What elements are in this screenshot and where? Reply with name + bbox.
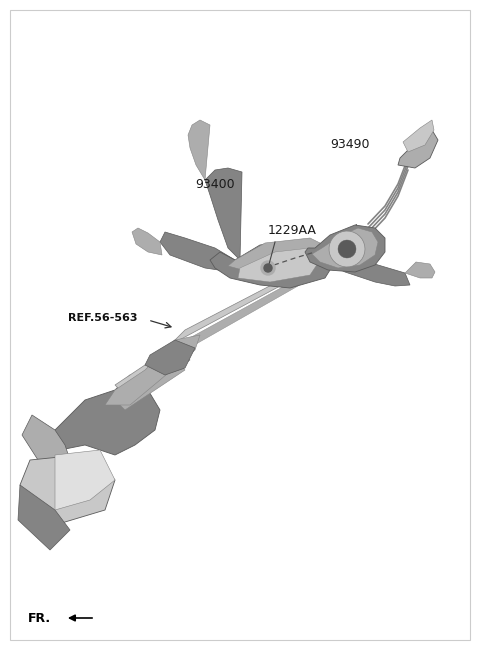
Polygon shape (175, 272, 310, 356)
Text: FR.: FR. (28, 611, 51, 625)
Polygon shape (160, 232, 235, 272)
Polygon shape (305, 225, 385, 272)
Polygon shape (55, 450, 115, 510)
Polygon shape (403, 120, 434, 152)
Polygon shape (188, 120, 210, 180)
Text: 93490: 93490 (330, 138, 370, 152)
Polygon shape (20, 455, 115, 525)
Polygon shape (145, 340, 195, 375)
Polygon shape (312, 228, 378, 268)
Polygon shape (132, 228, 162, 255)
Polygon shape (105, 335, 200, 405)
Circle shape (264, 264, 272, 272)
Circle shape (261, 261, 275, 275)
Polygon shape (205, 168, 242, 260)
Polygon shape (338, 240, 356, 258)
Polygon shape (210, 240, 335, 288)
Polygon shape (325, 252, 410, 286)
Polygon shape (115, 360, 185, 410)
Polygon shape (329, 231, 365, 267)
Polygon shape (398, 130, 438, 168)
Polygon shape (22, 415, 70, 470)
Text: REF.56-563: REF.56-563 (68, 313, 137, 323)
Polygon shape (18, 485, 70, 550)
Polygon shape (115, 345, 190, 400)
Polygon shape (228, 238, 330, 272)
Polygon shape (405, 262, 435, 278)
Polygon shape (238, 248, 320, 282)
Polygon shape (45, 375, 160, 455)
Text: 1229AA: 1229AA (268, 224, 317, 237)
Polygon shape (170, 265, 310, 345)
Text: 93400: 93400 (195, 178, 235, 192)
